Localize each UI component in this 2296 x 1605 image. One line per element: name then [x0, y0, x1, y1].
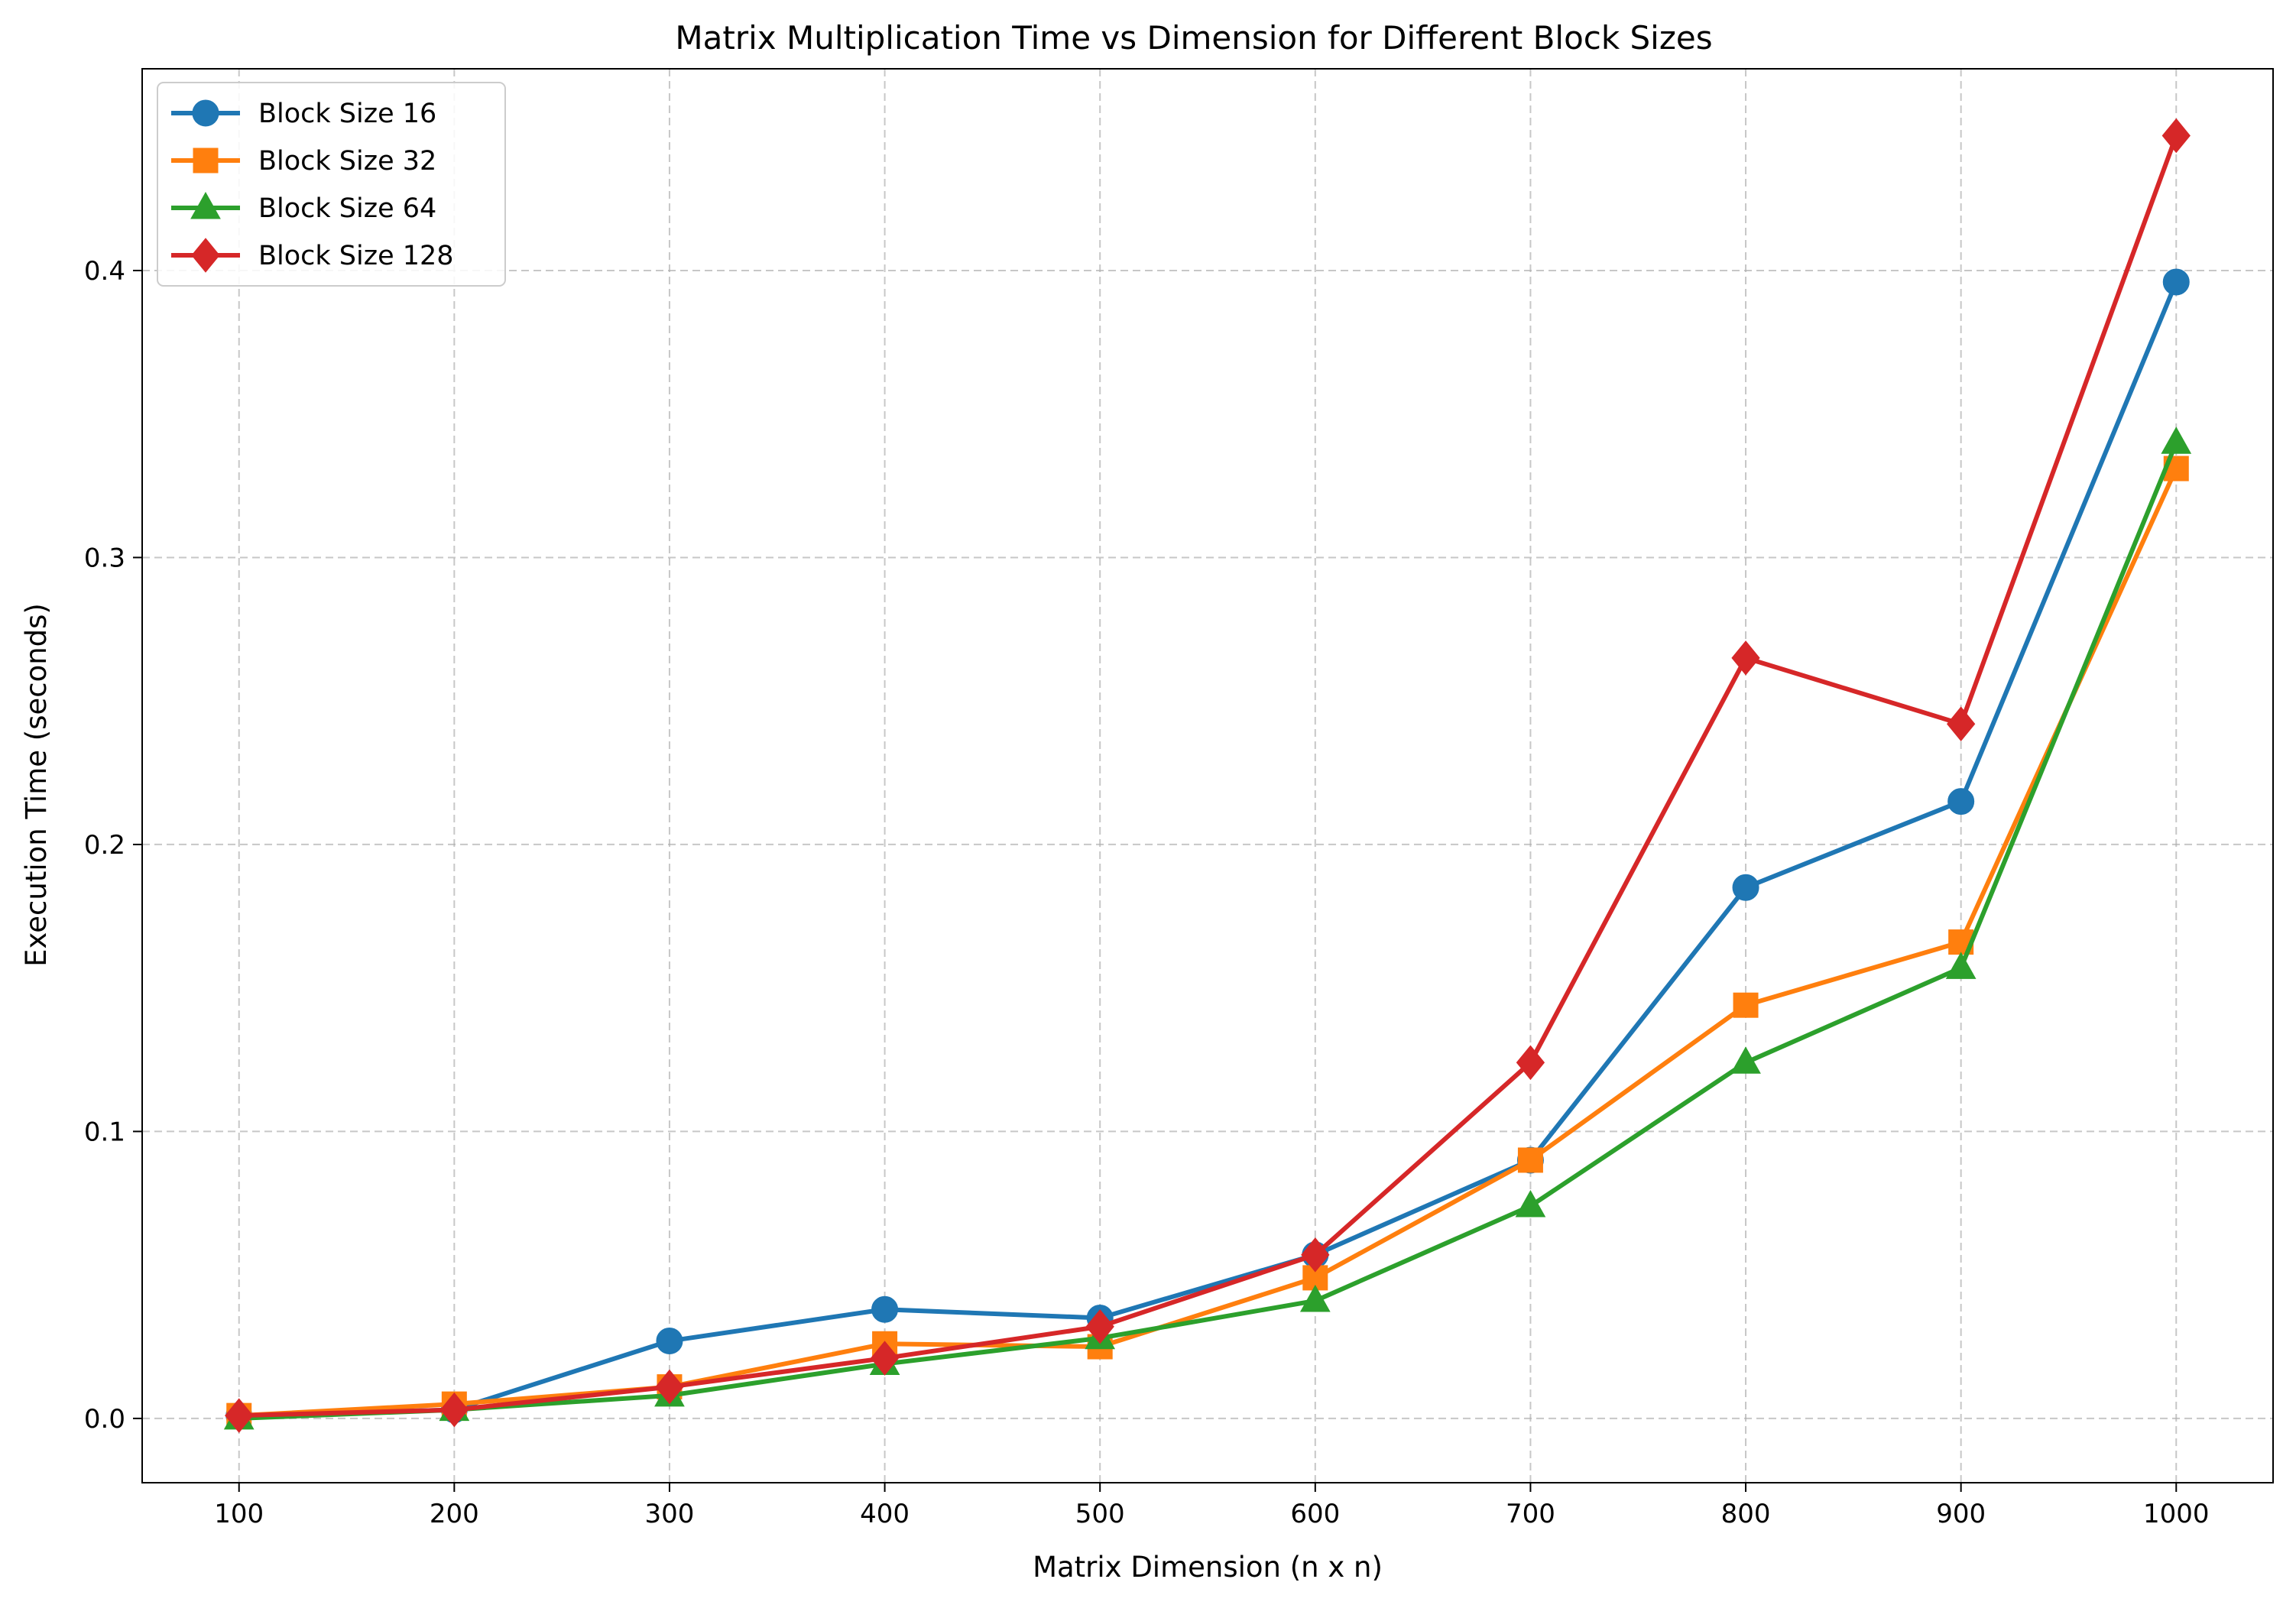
y-tick-label: 0.2 — [84, 830, 125, 861]
series-line — [236, 440, 2179, 1421]
series-line — [236, 279, 2179, 1419]
legend-marker-circle — [192, 99, 219, 127]
data-point-circle — [871, 1295, 899, 1323]
series-line — [236, 466, 2179, 1419]
series-layer — [223, 118, 2192, 1433]
data-point-circle — [1947, 788, 1975, 815]
legend-entry: Block Size 128 — [171, 238, 454, 273]
x-tick-label: 200 — [430, 1499, 479, 1529]
data-point-triangle — [1299, 1284, 1331, 1312]
x-tick-label: 1000 — [2143, 1499, 2210, 1529]
data-point-circle — [656, 1328, 683, 1355]
data-point-diamond — [1301, 1237, 1330, 1273]
series-line — [236, 133, 2179, 1419]
data-point-diamond — [655, 1369, 684, 1405]
x-tick-label: 700 — [1506, 1499, 1555, 1529]
data-point-triangle — [1515, 1190, 1546, 1218]
data-point-diamond — [439, 1392, 469, 1428]
data-point-diamond — [1516, 1045, 1545, 1081]
legend-marker-square — [193, 148, 219, 173]
chart-title: Matrix Multiplication Time vs Dimension … — [675, 19, 1712, 57]
plot-area-frame — [141, 68, 2274, 1483]
axis-ticks: 100 200 300 400 500 600 700 800 900 1000 0.0 0.1 0.2… — [84, 256, 2210, 1529]
data-point-circle — [2162, 268, 2190, 296]
data-point-circle — [1732, 874, 1759, 901]
y-tick-label: 0.0 — [84, 1404, 125, 1435]
data-point-diamond — [225, 1398, 254, 1433]
data-point-square — [1733, 992, 1759, 1018]
data-point-diamond — [870, 1341, 900, 1376]
data-point-diamond — [1947, 706, 1976, 742]
x-tick-label: 900 — [1936, 1499, 1986, 1529]
legend-entry: Block Size 32 — [171, 146, 436, 177]
x-axis-label: Matrix Dimension (n x n) — [1033, 1551, 1383, 1584]
legend-label: Block Size 64 — [258, 193, 436, 224]
y-tick-label: 0.1 — [84, 1117, 125, 1147]
x-tick-label: 100 — [214, 1499, 264, 1529]
data-point-diamond — [1085, 1308, 1114, 1344]
data-point-triangle — [1730, 1046, 1761, 1074]
legend-entry: Block Size 16 — [171, 99, 436, 129]
series-block-size-128 — [225, 118, 2191, 1433]
x-tick-label: 600 — [1290, 1499, 1340, 1529]
legend-label: Block Size 128 — [258, 241, 454, 271]
data-point-diamond — [1731, 640, 1760, 676]
legend: Block Size 16 Block Size 32 Block Size 64 B… — [157, 82, 506, 287]
x-tick-label: 800 — [1721, 1499, 1771, 1529]
legend-label: Block Size 16 — [258, 99, 436, 129]
legend-label: Block Size 32 — [258, 146, 436, 177]
data-point-triangle — [2161, 426, 2192, 454]
legend-entry: Block Size 64 — [171, 191, 436, 224]
x-tick-label: 300 — [645, 1499, 695, 1529]
data-point-diamond — [2161, 118, 2191, 154]
x-tick-label: 500 — [1075, 1499, 1125, 1529]
data-point-triangle — [1945, 952, 1977, 979]
y-tick-label: 0.3 — [84, 543, 125, 573]
data-point-square — [1517, 1147, 1543, 1173]
x-tick-label: 400 — [860, 1499, 910, 1529]
y-tick-label: 0.4 — [84, 256, 125, 287]
legend-marker-diamond — [191, 238, 220, 273]
legend-frame — [157, 82, 506, 287]
legend-marker-triangle — [190, 191, 221, 219]
y-axis-label: Execution Time (seconds) — [20, 603, 53, 967]
